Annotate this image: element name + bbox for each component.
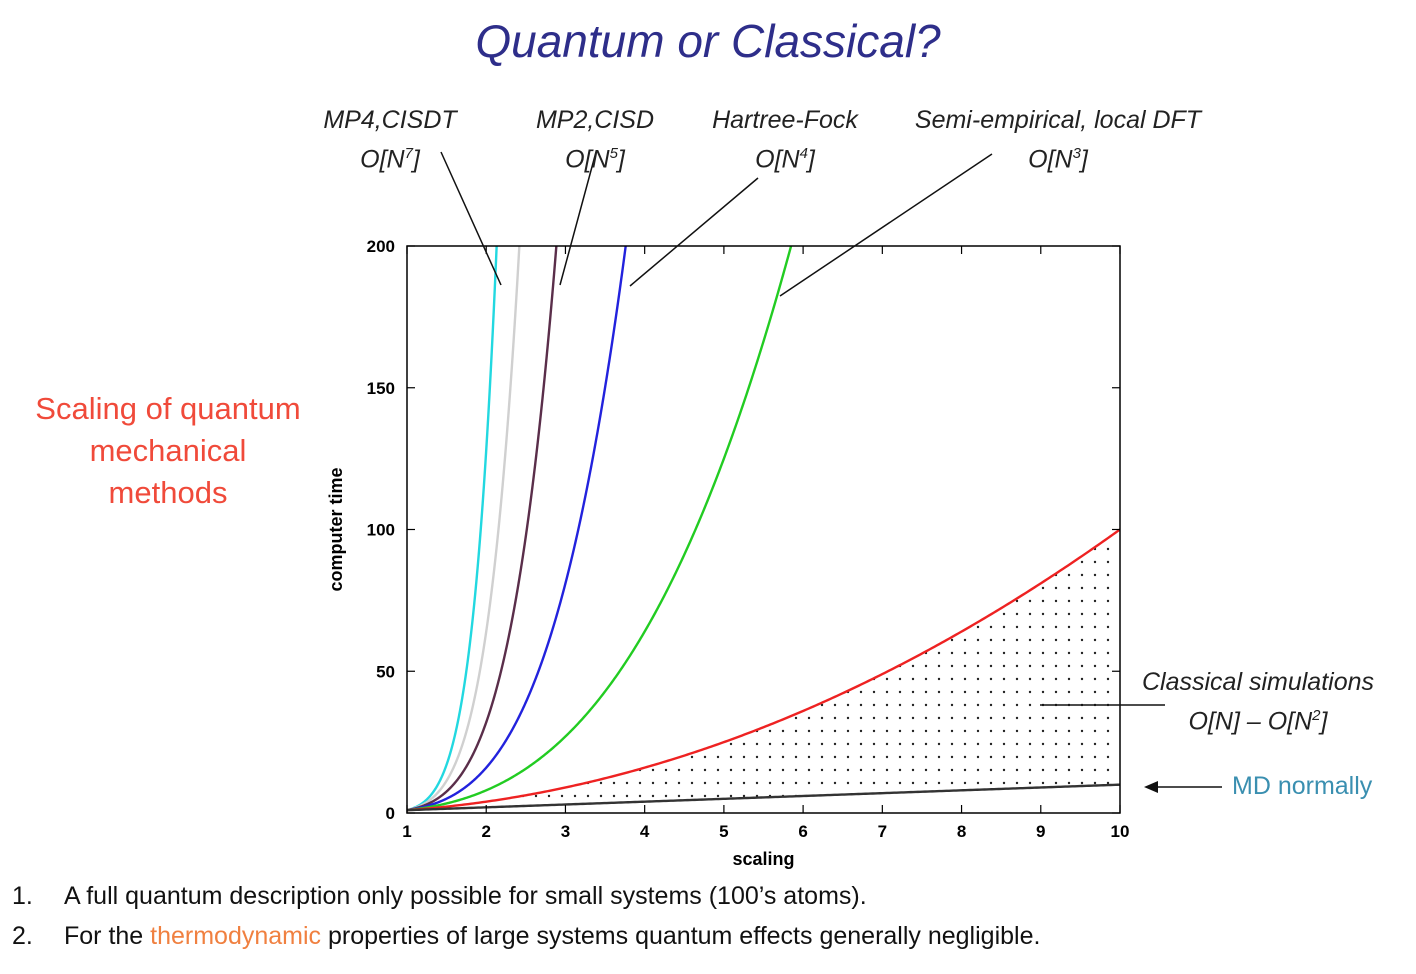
series-line-n1 [407, 783, 1120, 812]
series-line-n7 [407, 246, 498, 812]
x-tick-label: 3 [561, 822, 570, 841]
curves-group [407, 246, 1120, 812]
method-label-mp2: MP2,CISD O[N5] [510, 104, 680, 176]
method-label-mp4: MP4,CISDT O[N7] [300, 104, 480, 176]
note-number: 2. [12, 922, 33, 950]
md-label: MD normally [1232, 772, 1373, 800]
method-order: O[N4] [755, 145, 815, 174]
method-name: MP4,CISDT [323, 106, 457, 134]
y-tick-label: 150 [367, 379, 395, 398]
x-tick-label: 4 [640, 822, 650, 841]
md-arrow-head [1144, 781, 1158, 793]
method-name: MP2,CISD [535, 106, 655, 134]
series-line-n2 [407, 528, 1120, 812]
notes-list: 1. A full quantum description only possib… [12, 876, 1040, 956]
x-tick-label: 9 [1036, 822, 1045, 841]
method-name: Semi-empirical, local DFT [914, 106, 1202, 134]
note-text-post: properties of large systems quantum effe… [321, 922, 1041, 950]
y-tick-label: 200 [367, 237, 395, 256]
method-label-semi: Semi-empirical, local DFT O[N3] [898, 104, 1218, 176]
classical-line2: O[N] – O[N2] [1188, 707, 1328, 736]
x-tick-label: 5 [719, 822, 728, 841]
series-line-n3 [407, 246, 793, 812]
y-tick-label: 50 [376, 662, 395, 681]
x-tick-label: 6 [798, 822, 807, 841]
classical-label: Classical simulations O[N] – O[N2] [1118, 665, 1398, 738]
slide-title: Quantum or Classical? [475, 15, 941, 67]
y-tick-label: 100 [367, 521, 395, 540]
x-tick-label: 1 [402, 822, 411, 841]
method-name: Hartree-Fock [712, 106, 858, 134]
note-number: 1. [12, 882, 33, 910]
annotation-pointer [440, 151, 502, 286]
x-axis-label: scaling [732, 849, 794, 869]
note-item: 1. A full quantum description only possib… [12, 876, 1040, 916]
note-text-pre: For the [64, 922, 151, 950]
side-label-line: mechanical [89, 433, 247, 468]
side-label-line: Scaling of quantum [35, 391, 301, 426]
classical-shaded-region [407, 529, 1120, 811]
method-order: O[N7] [360, 145, 420, 174]
x-tick-label: 10 [1111, 822, 1130, 841]
note-item: 2. For the thermodynamic properties of la… [12, 916, 1040, 956]
method-order: O[N3] [1028, 145, 1088, 174]
series-line-n6 [407, 246, 521, 812]
method-order: O[N5] [565, 145, 625, 174]
x-tick-label: 2 [481, 822, 490, 841]
series-line-n5 [407, 246, 558, 812]
annotation-pointer [559, 151, 597, 286]
classical-line1: Classical simulations [1141, 668, 1375, 696]
annotation-pointer [779, 153, 993, 297]
x-tick-label: 8 [957, 822, 966, 841]
y-tick-label: 0 [386, 804, 395, 823]
side-label-line: methods [108, 475, 228, 510]
note-highlight: thermodynamic [150, 922, 322, 950]
side-label: Scaling of quantum mechanical methods [8, 388, 328, 514]
x-tick-label: 7 [878, 822, 887, 841]
annotation-pointer [629, 177, 759, 287]
note-text: A full quantum description only possible… [64, 882, 867, 910]
method-label-hf: Hartree-Fock O[N4] [690, 104, 880, 176]
y-axis-label: computer time [326, 467, 346, 591]
series-line-n4 [407, 246, 627, 812]
